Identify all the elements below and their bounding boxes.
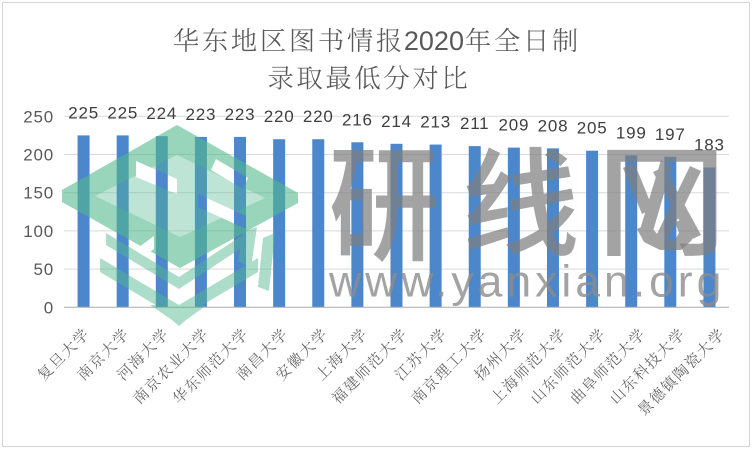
svg-text:197: 197 <box>655 125 686 144</box>
svg-text:220: 220 <box>303 107 334 126</box>
svg-text:224: 224 <box>146 104 177 123</box>
svg-text:225: 225 <box>107 103 138 122</box>
svg-text:220: 220 <box>264 107 295 126</box>
svg-text:www.yanxian.org: www.yanxian.org <box>328 258 725 307</box>
svg-text:199: 199 <box>616 123 647 142</box>
svg-text:209: 209 <box>499 116 530 135</box>
svg-text:216: 216 <box>342 110 373 129</box>
svg-text:223: 223 <box>225 105 256 124</box>
svg-text:150: 150 <box>23 184 54 203</box>
svg-text:205: 205 <box>577 119 608 138</box>
svg-text:0: 0 <box>44 298 54 317</box>
svg-text:100: 100 <box>23 222 54 241</box>
svg-text:225: 225 <box>68 103 99 122</box>
svg-text:250: 250 <box>23 107 54 126</box>
svg-text:211: 211 <box>460 114 490 133</box>
svg-text:223: 223 <box>186 105 217 124</box>
svg-text:200: 200 <box>23 146 54 165</box>
svg-text:208: 208 <box>538 116 569 135</box>
svg-text:214: 214 <box>381 112 412 131</box>
svg-text:2020: 2020 <box>404 26 464 56</box>
svg-text:213: 213 <box>420 113 451 132</box>
svg-text:50: 50 <box>33 260 54 279</box>
svg-text:183: 183 <box>694 136 725 155</box>
